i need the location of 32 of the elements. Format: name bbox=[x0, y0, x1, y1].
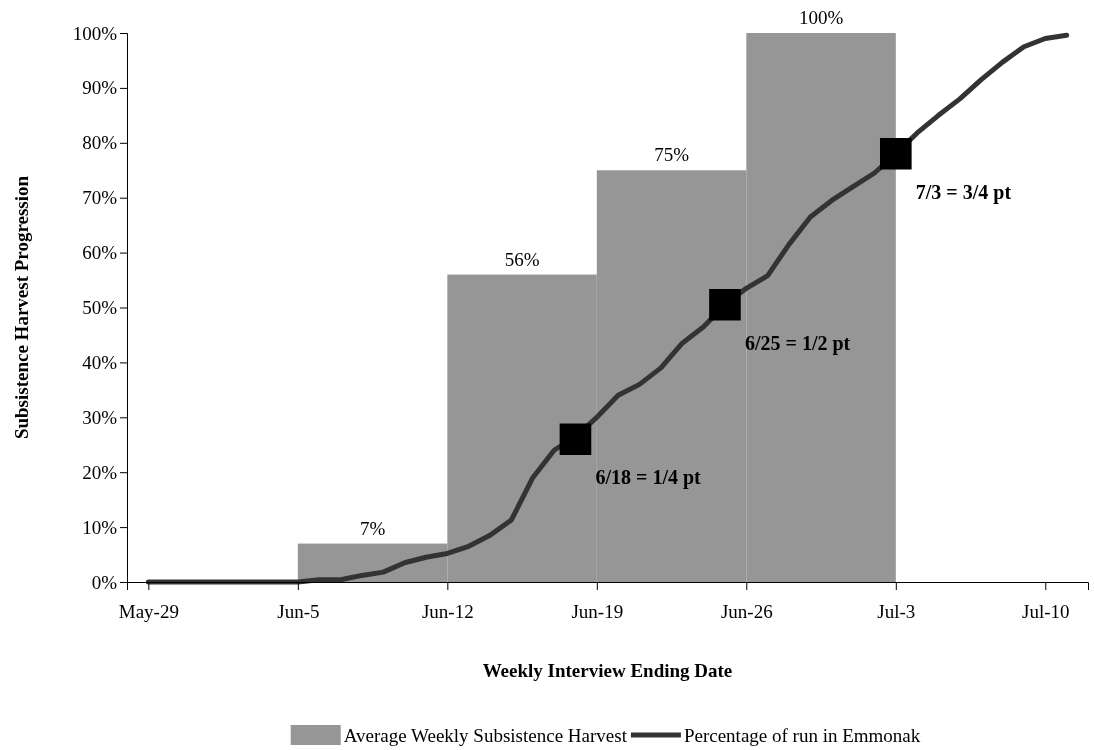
data-label: 7% bbox=[359, 517, 386, 539]
y-tick-label: 0% bbox=[91, 571, 118, 593]
data-label: 100% bbox=[798, 7, 844, 28]
x-tick-label: Jun-12 bbox=[421, 600, 474, 622]
x-tick-label: Jun-5 bbox=[277, 600, 320, 622]
point bbox=[559, 423, 592, 456]
y-axis-title: Subsistence Harvest Progression bbox=[11, 175, 32, 440]
y-tick-label: 50% bbox=[82, 297, 118, 319]
y-tick-label: 90% bbox=[82, 77, 118, 99]
y-tick-label: 40% bbox=[82, 351, 118, 373]
x-axis-title: Weekly Interview Ending Date bbox=[482, 660, 733, 681]
annotation: 6/25 = 1/2 pt bbox=[744, 331, 851, 355]
x-tick-label: Jul-10 bbox=[1022, 600, 1070, 622]
y-tick-label: 30% bbox=[82, 406, 118, 428]
legend-label: Percentage of run in Emmonak bbox=[683, 725, 921, 746]
x-tick-label: Jul-3 bbox=[877, 600, 916, 622]
point bbox=[879, 137, 912, 170]
data-label: 75% bbox=[654, 144, 690, 166]
annotation: 6/18 = 1/4 pt bbox=[595, 466, 702, 490]
data-label: 56% bbox=[504, 248, 540, 270]
y-tick-label: 100% bbox=[72, 22, 118, 44]
legend-label: Average Weekly Subsistence Harvest bbox=[343, 725, 628, 746]
y-tick-label: 70% bbox=[82, 187, 118, 209]
y-tick-label: 20% bbox=[82, 461, 118, 483]
x-tick-label: Jun-26 bbox=[720, 600, 773, 622]
x-tick-label: Jun-19 bbox=[571, 600, 624, 622]
point bbox=[709, 288, 741, 321]
annotation: 7/3 = 3/4 pt bbox=[915, 180, 1012, 204]
y-tick-label: 80% bbox=[82, 132, 118, 154]
y-tick-label: 60% bbox=[82, 242, 118, 264]
x-tick-label: May-29 bbox=[118, 600, 179, 622]
y-tick-label: 10% bbox=[82, 516, 118, 538]
